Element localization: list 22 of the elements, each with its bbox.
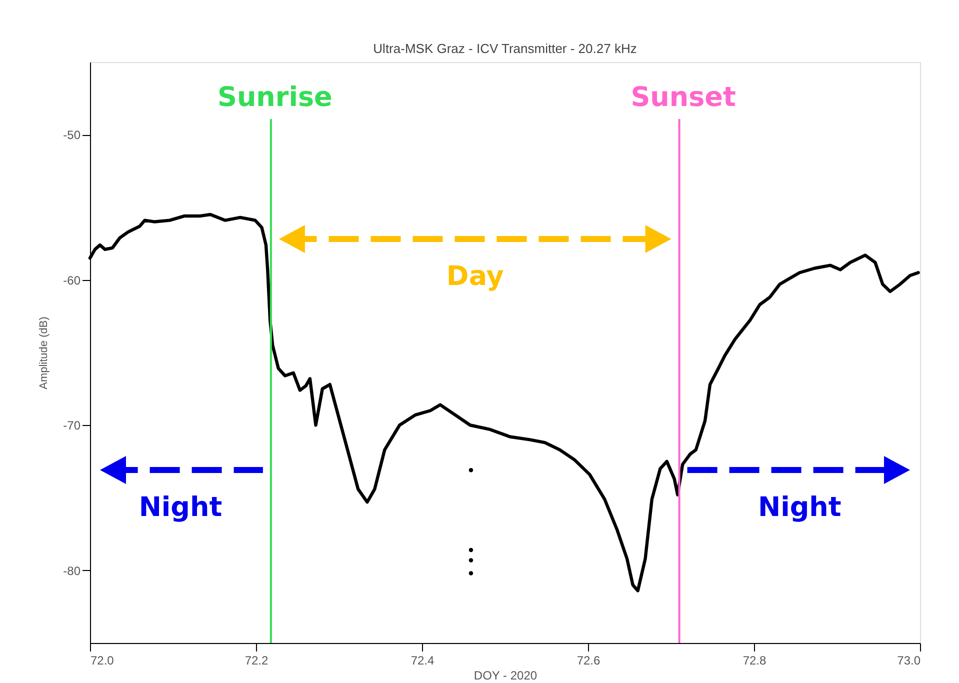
y-tick-label: -50 [63,128,81,142]
x-tick-label: 72.0 [90,654,114,668]
y-tick-label: -80 [63,564,81,578]
point [468,558,474,562]
y-tick-label: -70 [63,418,81,433]
x-tick-label: 72.2 [244,654,268,668]
ref-line-label: Sunrise [218,82,332,113]
y-tick-label: -60 [63,273,81,288]
x-tick-label: 72.8 [742,654,766,668]
y-axis-title: Amplitude (dB) [38,316,50,390]
x-tick-label: 73.0 [897,654,921,668]
annotation: Night [758,492,842,523]
annotation: Night [138,492,222,523]
x-axis-title: DOY - 2020 [474,668,538,682]
point [468,468,474,472]
ref-line-label: Sunset [630,82,736,113]
chart-title: Ultra-MSK Graz - ICV Transmitter - 20.27 kHz [373,41,637,56]
point [468,571,474,576]
x-tick-label: 72.6 [576,654,600,668]
point [468,548,474,552]
annotation: Day [446,261,504,292]
x-tick-label: 72.4 [410,654,434,668]
